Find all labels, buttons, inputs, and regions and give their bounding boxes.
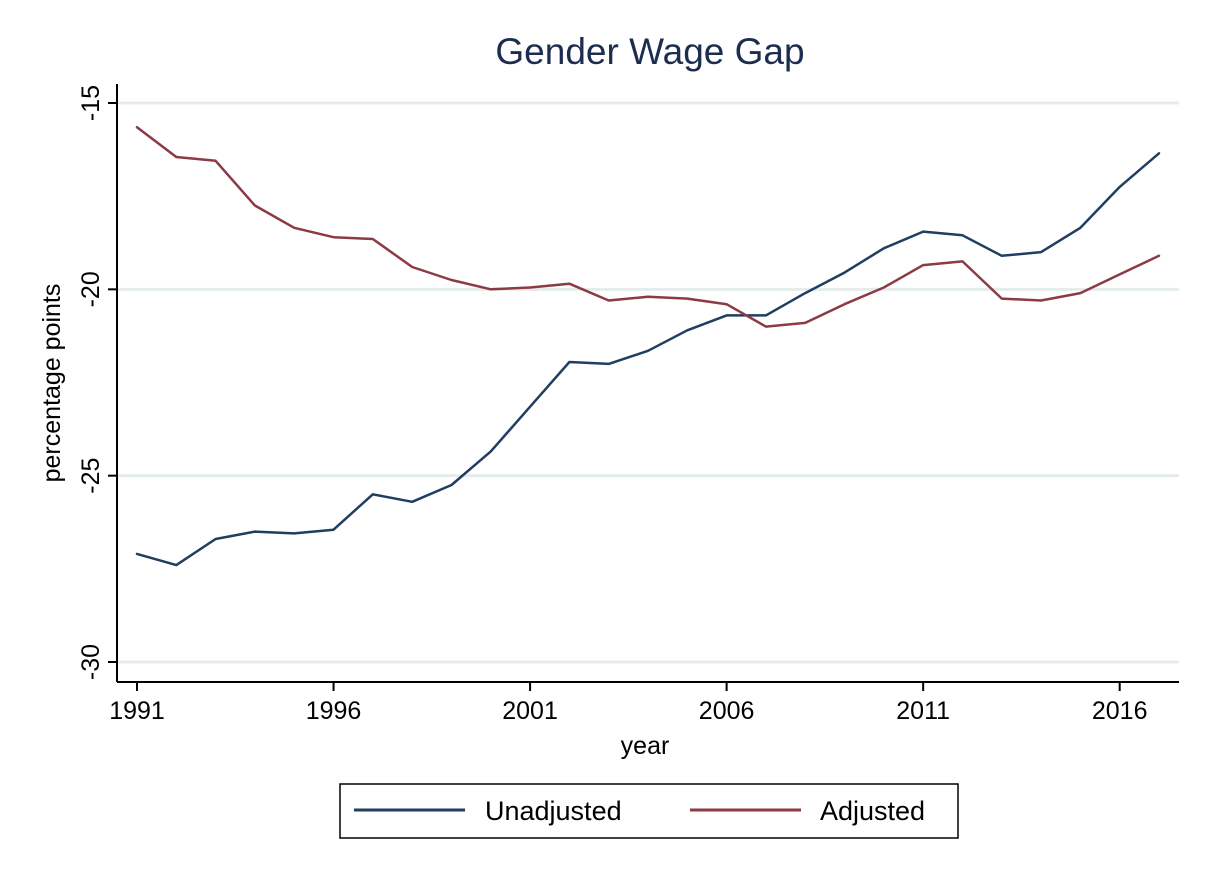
y-tick-label: -15 xyxy=(77,85,105,121)
y-tick-label: -20 xyxy=(77,271,105,307)
y-tick-label: -25 xyxy=(77,458,105,494)
legend: Unadjusted Adjusted xyxy=(339,783,959,839)
y-tick-label: -30 xyxy=(77,644,105,680)
chart-title: Gender Wage Gap xyxy=(495,31,804,72)
x-tick-label: 2011 xyxy=(896,697,950,725)
x-axis-title: year xyxy=(621,732,670,760)
x-tick-label: 2001 xyxy=(502,697,558,725)
series-line-adjusted xyxy=(135,125,1161,328)
y-axis-title: percentage points xyxy=(38,284,66,483)
x-tick-label: 1996 xyxy=(306,697,362,725)
axes xyxy=(108,84,1179,691)
series-lines xyxy=(135,125,1161,567)
x-tick-label: 2016 xyxy=(1092,697,1148,725)
x-tick-label: 2006 xyxy=(699,697,755,725)
legend-label-unadjusted: Unadjusted xyxy=(485,796,622,826)
x-tick-label: 1991 xyxy=(109,697,165,725)
legend-label-adjusted: Adjusted xyxy=(820,796,925,826)
gridlines xyxy=(118,101,1179,664)
series-line-unadjusted xyxy=(135,152,1161,567)
